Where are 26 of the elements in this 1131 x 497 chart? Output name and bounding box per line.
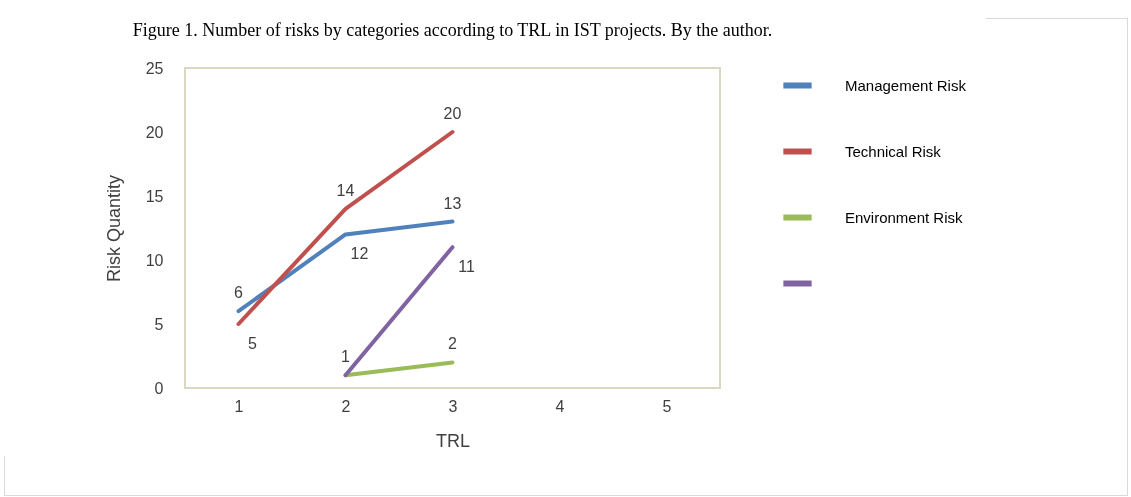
legend-label: Environment Risk (845, 208, 964, 226)
y-tick-label: 15 (145, 187, 164, 205)
legend-label: Technical Risk (845, 142, 942, 160)
data-label: 11 (458, 258, 475, 276)
data-label: 20 (443, 105, 462, 122)
data-label: 12 (350, 245, 369, 263)
x-tick-label: 4 (555, 397, 565, 415)
data-label: 6 (234, 284, 244, 302)
y-tick-label: 10 (145, 251, 164, 269)
x-tick-label: 1 (234, 397, 244, 415)
x-tick-label: 3 (448, 397, 458, 415)
data-label: 2 (448, 335, 458, 353)
x-tick-label: 2 (341, 397, 351, 415)
data-label: 14 (336, 181, 355, 199)
y-tick-label: 20 (145, 123, 164, 141)
data-label: 13 (443, 194, 462, 212)
data-label: 1 (341, 348, 351, 366)
y-tick-label: 5 (154, 315, 164, 333)
y-tick-label: 25 (145, 59, 164, 77)
x-axis-title: TRL (435, 430, 471, 451)
y-tick-label: 0 (154, 379, 164, 397)
chart-title: Figure 1. Number of risks by categories according to TRL in IST projects. By the author. (132, 20, 773, 40)
data-label: 5 (248, 335, 258, 352)
legend-label: Management Risk (845, 76, 967, 94)
x-tick-label: 5 (662, 397, 672, 415)
y-axis-title: Risk Quantity (103, 174, 124, 283)
